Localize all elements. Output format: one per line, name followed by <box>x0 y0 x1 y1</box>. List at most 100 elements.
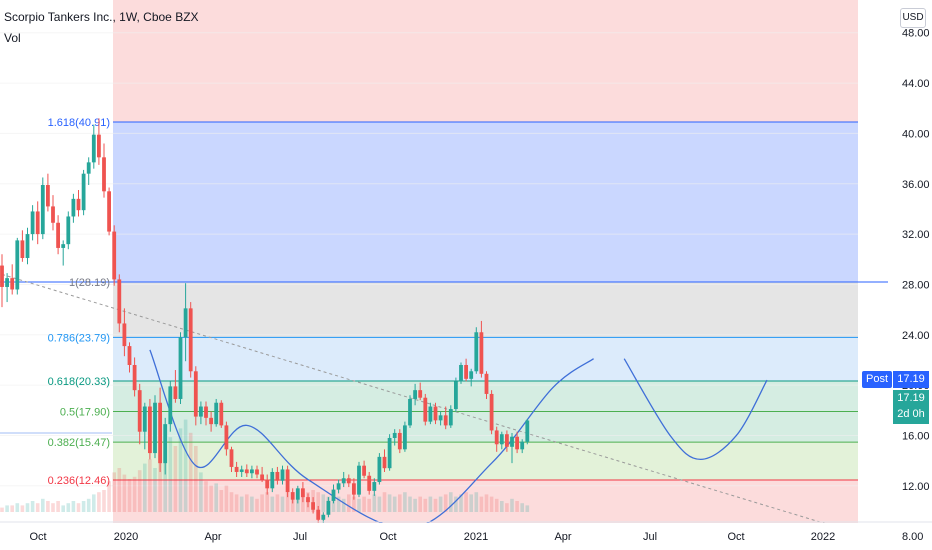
volume-bar <box>423 498 428 512</box>
candle-body <box>20 240 25 259</box>
volume-bar <box>515 501 519 512</box>
volume-bar <box>204 481 208 512</box>
volume-bar <box>484 494 489 512</box>
candle-body <box>0 265 4 287</box>
currency-button[interactable]: USD <box>900 8 926 28</box>
volume-bar <box>178 428 183 512</box>
volume-bar <box>76 503 81 512</box>
fib-zone <box>113 337 858 381</box>
volume-bar <box>255 498 259 512</box>
volume-bar <box>479 496 484 512</box>
candle-body <box>377 456 382 483</box>
x-tick-label: Jul <box>293 531 307 543</box>
candle-body <box>244 469 249 474</box>
y-tick-label: 8.00 <box>902 531 923 543</box>
volume-bar <box>331 498 336 512</box>
volume-bar <box>112 472 116 512</box>
volume-bar <box>188 432 193 512</box>
candle-body <box>86 162 91 174</box>
volume-bar <box>61 505 65 512</box>
fib-label: 0.618(20.33) <box>48 376 110 388</box>
candle-body <box>474 332 479 372</box>
candle-body <box>117 279 122 324</box>
fib-label: 0.382(15.47) <box>48 437 110 449</box>
post-market-tag: Post <box>862 371 892 388</box>
candle-body <box>438 415 443 421</box>
candle-body <box>265 479 270 489</box>
candle-body <box>270 471 275 489</box>
volume-bar <box>265 492 269 512</box>
candle-body <box>40 185 45 235</box>
volume-bar <box>392 496 397 512</box>
volume-bar <box>270 496 275 512</box>
candle-body <box>219 402 224 426</box>
volume-bar <box>127 479 132 512</box>
volume-bar <box>362 496 366 512</box>
candle-body <box>173 386 178 399</box>
candle-body <box>311 502 315 510</box>
fib-label: 0.236(12.46) <box>48 475 110 487</box>
volume-bar <box>275 494 280 512</box>
volume-bar <box>443 494 448 512</box>
volume-bar <box>183 419 188 512</box>
candle-body <box>25 234 30 259</box>
candle-body <box>459 364 463 382</box>
candle-body <box>464 364 468 379</box>
volume-bar <box>525 505 530 512</box>
candle-body <box>362 465 366 476</box>
volume-bar <box>153 468 157 512</box>
time-axis <box>0 523 932 550</box>
candle-body <box>403 425 407 450</box>
candle-body <box>229 449 234 467</box>
y-tick-label: 12.00 <box>902 481 930 493</box>
candle-body <box>168 386 173 425</box>
y-tick-label: 28.00 <box>902 279 930 291</box>
candle-body <box>494 430 499 445</box>
chart-title: Scorpio Tankers Inc., 1W, Cboe BZX <box>4 10 199 24</box>
price-countdown-tag: 17.19 2d 0h <box>893 390 929 424</box>
candle-body <box>5 278 9 287</box>
volume-bar <box>102 490 106 512</box>
candle-body <box>224 425 229 450</box>
candle-body <box>321 514 326 520</box>
x-tick-label: Jul <box>643 531 657 543</box>
volume-bar <box>403 492 407 512</box>
volume-bar <box>449 492 453 512</box>
volume-bar <box>20 505 25 512</box>
candle-body <box>520 441 525 450</box>
fib-zones <box>113 0 858 542</box>
volume-bar <box>505 503 509 512</box>
candle-body <box>341 478 346 484</box>
volume-bar <box>301 494 305 512</box>
fib-zone-top <box>113 0 858 122</box>
volume-bar <box>86 498 91 512</box>
y-tick-label: 44.00 <box>902 78 930 90</box>
candle-body <box>178 337 183 399</box>
volume-bar <box>137 470 142 512</box>
x-tick-label: Oct <box>727 531 744 543</box>
candle-body <box>153 402 157 454</box>
volume-bar <box>357 498 361 512</box>
candle-body <box>107 191 111 232</box>
volume-bar <box>194 446 198 512</box>
y-tick-label: 40.00 <box>902 128 930 140</box>
candle-body <box>408 398 412 426</box>
volume-bar <box>352 496 356 512</box>
volume-bar <box>382 492 387 512</box>
volume-bar <box>494 498 499 512</box>
candle-body <box>418 390 423 398</box>
volume-label: Vol <box>4 31 21 45</box>
candle-body <box>285 469 290 493</box>
volume-bar <box>489 496 494 512</box>
x-tick-label: 2021 <box>464 531 488 543</box>
volume-bar <box>428 496 433 512</box>
candle-body <box>382 456 387 469</box>
volume-bar <box>408 496 412 512</box>
candle-body <box>51 206 55 223</box>
candle-body <box>132 364 137 391</box>
volume-bar <box>148 459 152 512</box>
candle-body <box>102 157 106 192</box>
grid <box>0 32 858 537</box>
volume-bar <box>418 496 422 512</box>
x-tick-label: Oct <box>29 531 46 543</box>
